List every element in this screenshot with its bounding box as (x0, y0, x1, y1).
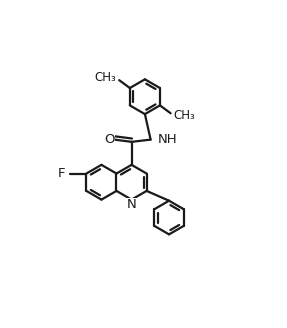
Text: NH: NH (158, 133, 177, 146)
Text: N: N (127, 198, 136, 211)
Text: CH₃: CH₃ (95, 72, 117, 84)
Text: O: O (104, 133, 115, 146)
Text: CH₃: CH₃ (173, 109, 195, 122)
Text: F: F (58, 167, 65, 180)
